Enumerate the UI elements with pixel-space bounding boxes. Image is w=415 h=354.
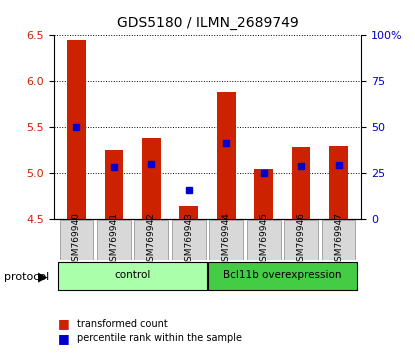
- Bar: [172, 220, 205, 260]
- Text: Bcl11b overexpression: Bcl11b overexpression: [223, 270, 342, 280]
- Bar: [329, 146, 348, 219]
- Bar: [59, 262, 207, 290]
- Bar: [217, 92, 236, 219]
- Text: ▶: ▶: [38, 270, 48, 283]
- Text: GSM769947: GSM769947: [334, 212, 343, 267]
- Text: ■: ■: [58, 318, 70, 330]
- Bar: [97, 220, 131, 260]
- Text: GSM769941: GSM769941: [110, 212, 118, 267]
- Text: GSM769945: GSM769945: [259, 212, 268, 267]
- Text: protocol: protocol: [4, 272, 49, 282]
- Text: ■: ■: [58, 332, 70, 344]
- Bar: [322, 220, 355, 260]
- Bar: [60, 220, 93, 260]
- Text: GSM769944: GSM769944: [222, 212, 231, 267]
- Text: GSM769942: GSM769942: [147, 212, 156, 267]
- Bar: [67, 40, 86, 219]
- Text: GSM769946: GSM769946: [297, 212, 305, 267]
- Text: transformed count: transformed count: [77, 319, 168, 329]
- Text: GSM769940: GSM769940: [72, 212, 81, 267]
- Bar: [254, 169, 273, 219]
- Text: control: control: [115, 270, 151, 280]
- Bar: [179, 206, 198, 219]
- Bar: [210, 220, 243, 260]
- Bar: [134, 220, 168, 260]
- Bar: [208, 262, 356, 290]
- Text: GSM769943: GSM769943: [184, 212, 193, 267]
- Bar: [105, 150, 123, 219]
- Bar: [284, 220, 318, 260]
- Bar: [142, 138, 161, 219]
- Bar: [247, 220, 281, 260]
- Title: GDS5180 / ILMN_2689749: GDS5180 / ILMN_2689749: [117, 16, 298, 30]
- Bar: [292, 147, 310, 219]
- Text: percentile rank within the sample: percentile rank within the sample: [77, 333, 242, 343]
